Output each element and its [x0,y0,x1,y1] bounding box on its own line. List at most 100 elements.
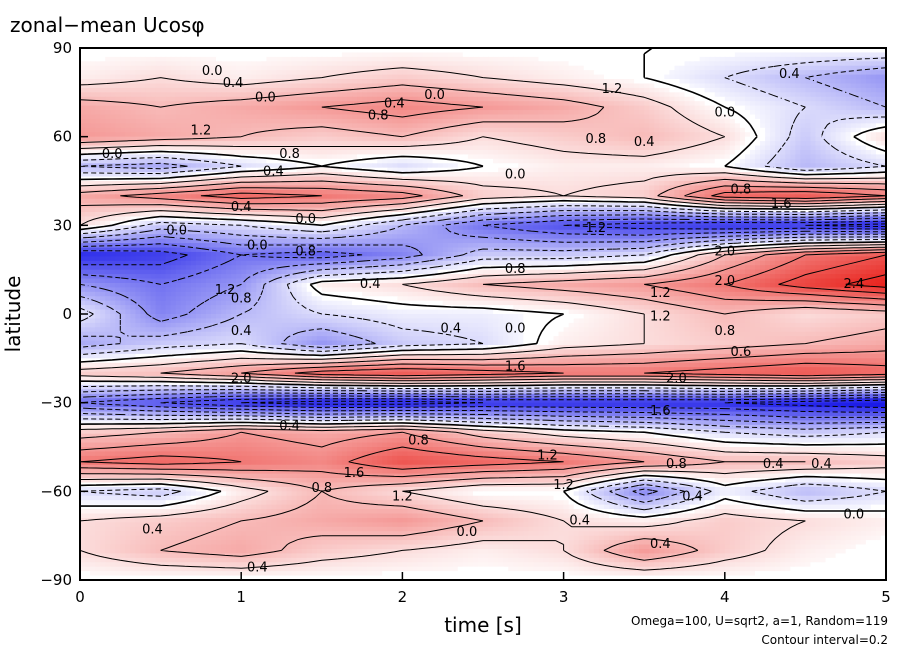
heatmap-cell [629,70,635,76]
heatmap-cell [613,127,620,133]
heatmap-cell [261,149,267,155]
heatmap-cell [790,52,796,58]
heatmap-cell [669,163,676,169]
heatmap-cell [130,127,137,133]
heatmap-cell [699,74,706,80]
heatmap-cell [190,96,197,102]
heatmap-cell [362,123,368,129]
heatmap-cell [412,56,419,62]
heatmap-cell [709,145,716,151]
heatmap-cell [568,132,575,138]
heatmap-cell [392,163,398,169]
heatmap-cell [664,136,670,142]
heatmap-cell [729,52,736,58]
heatmap-cell [553,132,560,138]
heatmap-cell [417,136,424,142]
heatmap-cell [543,132,550,138]
heatmap-cell [508,154,514,160]
heatmap-cell [644,181,650,187]
heatmap-cell [180,83,187,89]
heatmap-cell [755,127,761,133]
heatmap-cell [301,48,308,54]
heatmap-cell [226,65,232,71]
heatmap-cell [190,123,197,129]
heatmap-cell [493,92,499,98]
heatmap-cell [367,79,373,85]
heatmap-cell [749,101,756,107]
heatmap-cell [704,92,711,98]
heatmap-cell [523,123,529,129]
heatmap-cell [795,114,801,120]
heatmap-cell [548,132,555,138]
heatmap-cell [477,83,484,89]
heatmap-cell [185,61,192,67]
heatmap-cell [210,158,217,164]
heatmap-cell [613,65,620,71]
heatmap-cell [271,96,278,102]
heatmap-cell [709,154,716,160]
heatmap-cell [679,176,686,182]
heatmap-cell [543,163,550,169]
heatmap-cell [749,65,756,71]
heatmap-cell [462,96,469,102]
heatmap-cell [95,118,101,124]
heatmap-cell [105,127,111,133]
heatmap-cell [639,52,645,58]
heatmap-cell [765,132,771,138]
heatmap-cell [483,56,489,62]
heatmap-cell [367,127,373,133]
heatmap-cell [216,141,222,147]
heatmap-cell [155,123,162,129]
heatmap-cell [221,65,227,71]
heatmap-cell [644,48,650,54]
heatmap-cell [830,65,837,71]
heatmap-cell [150,61,157,67]
heatmap-cell [875,79,882,85]
heatmap-cell [180,110,187,116]
heatmap-cell [689,154,696,160]
heatmap-cell [860,87,867,93]
heatmap-cell [200,92,207,98]
heatmap-cell [508,61,514,67]
heatmap-cell [528,141,534,147]
heatmap-cell [805,74,812,80]
heatmap-cell [870,149,877,155]
heatmap-cell [538,70,545,76]
heatmap-cell [190,74,197,80]
heatmap-cell [558,154,565,160]
heatmap-cell [165,74,172,80]
heatmap-cell [634,92,640,98]
heatmap-cell [805,123,812,129]
heatmap-cell [800,92,806,98]
heatmap-cell [115,96,121,102]
heatmap-cell [880,48,886,54]
heatmap-cell [719,56,726,62]
heatmap-cell [815,118,822,124]
heatmap-cell [286,132,293,138]
heatmap-cell [195,158,202,164]
heatmap-cell [785,79,791,85]
heatmap-cell [699,79,706,85]
heatmap-cell [734,79,741,85]
heatmap-cell [236,87,242,93]
heatmap-cell [90,87,96,93]
heatmap-cell [770,96,776,102]
heatmap-cell [316,154,323,160]
heatmap-cell [115,141,121,147]
heatmap-cell [291,96,298,102]
heatmap-cell [608,87,615,93]
heatmap-cell [664,79,670,85]
heatmap-cell [477,48,484,54]
heatmap-cell [518,74,524,80]
heatmap-cell [694,149,701,155]
heatmap-cell [170,127,177,133]
heatmap-cell [326,79,333,85]
heatmap-cell [246,79,252,85]
heatmap-cell [865,154,872,160]
heatmap-cell [523,48,529,54]
heatmap-cell [180,56,187,62]
heatmap-cell [462,61,469,67]
heatmap-cell [130,56,137,62]
heatmap-cell [840,92,847,98]
heatmap-cell [276,118,283,124]
